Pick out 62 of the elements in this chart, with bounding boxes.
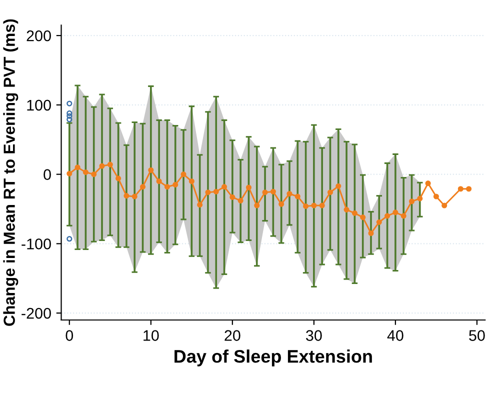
point <box>188 178 194 184</box>
point <box>303 203 309 209</box>
point <box>238 198 244 204</box>
point <box>213 188 219 194</box>
point <box>197 202 203 208</box>
point <box>270 188 276 194</box>
point <box>278 201 284 207</box>
y-tick-label: -100 <box>22 238 51 250</box>
point <box>392 210 398 216</box>
point <box>417 196 423 202</box>
point <box>180 172 186 178</box>
point <box>82 169 88 175</box>
point <box>360 214 366 220</box>
point <box>132 194 138 200</box>
x-tick-label: 50 <box>469 330 485 341</box>
point <box>66 170 72 176</box>
y-tick-label: 100 <box>27 100 51 111</box>
point <box>99 163 105 169</box>
point <box>294 194 300 200</box>
point <box>262 190 268 196</box>
point <box>376 219 382 225</box>
x-tick-label: 40 <box>387 330 404 341</box>
y-tick-label: 0 <box>44 169 51 180</box>
y-tick-label: -200 <box>22 308 51 319</box>
point <box>319 202 325 208</box>
x-axis-title: Day of Sleep Extension <box>174 350 372 366</box>
point <box>164 184 170 190</box>
point <box>148 167 154 173</box>
point <box>400 213 406 219</box>
point <box>74 164 80 170</box>
y-tick-label: 200 <box>26 30 51 42</box>
point <box>140 184 146 190</box>
point <box>116 176 122 182</box>
point <box>433 194 439 200</box>
point <box>286 190 292 197</box>
point <box>254 202 260 208</box>
point <box>221 184 228 190</box>
point <box>246 184 252 190</box>
point <box>156 178 162 184</box>
point <box>458 186 464 192</box>
point <box>425 180 431 186</box>
point <box>230 194 236 200</box>
point <box>368 230 374 236</box>
point <box>107 162 113 168</box>
point <box>344 206 350 212</box>
point <box>384 213 390 219</box>
point <box>124 193 130 199</box>
x-tick-label: 20 <box>224 330 240 341</box>
y-axis-title: Change in Mean RT to Evening PVT (ms) <box>3 19 18 326</box>
point <box>336 183 342 189</box>
point <box>408 198 415 204</box>
point <box>352 210 358 216</box>
point <box>205 190 211 196</box>
point <box>91 172 97 178</box>
point <box>172 182 178 188</box>
point <box>311 202 317 208</box>
point <box>466 186 472 192</box>
x-tick-label: 0 <box>66 330 74 341</box>
x-tick-label: 10 <box>144 330 159 341</box>
point <box>442 202 448 208</box>
point <box>327 190 334 196</box>
x-tick-label: 30 <box>306 330 322 341</box>
